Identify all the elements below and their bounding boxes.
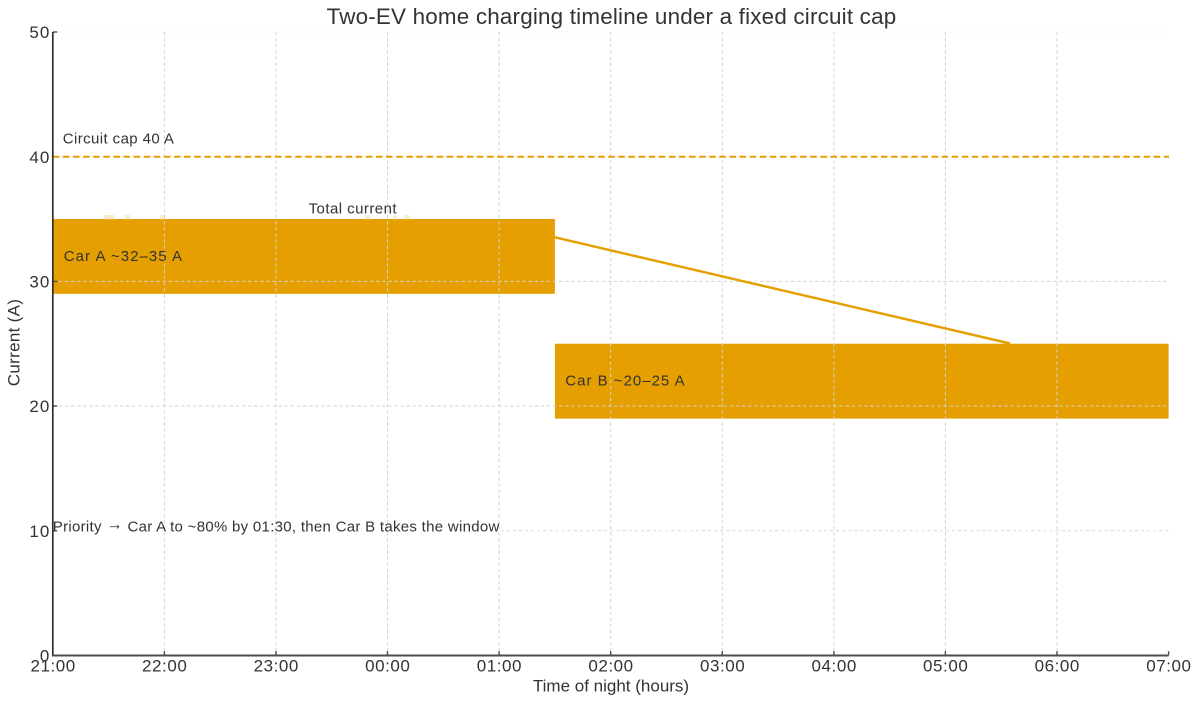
svg-text:22:00: 22:00 bbox=[142, 657, 187, 676]
svg-text:Two-EV home charging timeline: Two-EV home charging timeline under a fi… bbox=[327, 4, 897, 29]
svg-text:10: 10 bbox=[29, 522, 50, 541]
svg-text:Circuit cap 40 A: Circuit cap 40 A bbox=[63, 131, 174, 148]
svg-text:Current (A): Current (A) bbox=[5, 299, 24, 386]
svg-text:05:00: 05:00 bbox=[923, 657, 968, 676]
svg-text:20: 20 bbox=[29, 397, 50, 416]
svg-text:03:00: 03:00 bbox=[700, 657, 745, 676]
svg-text:23:00: 23:00 bbox=[254, 657, 299, 676]
svg-text:Car A ~32–35 A: Car A ~32–35 A bbox=[64, 248, 183, 265]
svg-text:40: 40 bbox=[29, 148, 50, 167]
svg-text:21:00: 21:00 bbox=[30, 657, 75, 676]
svg-text:0: 0 bbox=[40, 647, 50, 666]
svg-text:06:00: 06:00 bbox=[1035, 657, 1080, 676]
svg-text:50: 50 bbox=[29, 23, 50, 42]
svg-text:04:00: 04:00 bbox=[812, 657, 857, 676]
svg-text:01:00: 01:00 bbox=[477, 657, 522, 676]
svg-text:Total current: Total current bbox=[309, 200, 398, 217]
svg-text:30: 30 bbox=[29, 273, 50, 292]
svg-text:Time of night (hours): Time of night (hours) bbox=[533, 677, 689, 696]
svg-text:Car B ~20–25 A: Car B ~20–25 A bbox=[565, 373, 685, 390]
svg-text:Priority → Car A to ~80% by 01: Priority → Car A to ~80% by 01:30, then … bbox=[53, 515, 500, 535]
svg-text:02:00: 02:00 bbox=[588, 657, 633, 676]
svg-text:07:00: 07:00 bbox=[1146, 657, 1191, 676]
svg-text:00:00: 00:00 bbox=[365, 657, 410, 676]
